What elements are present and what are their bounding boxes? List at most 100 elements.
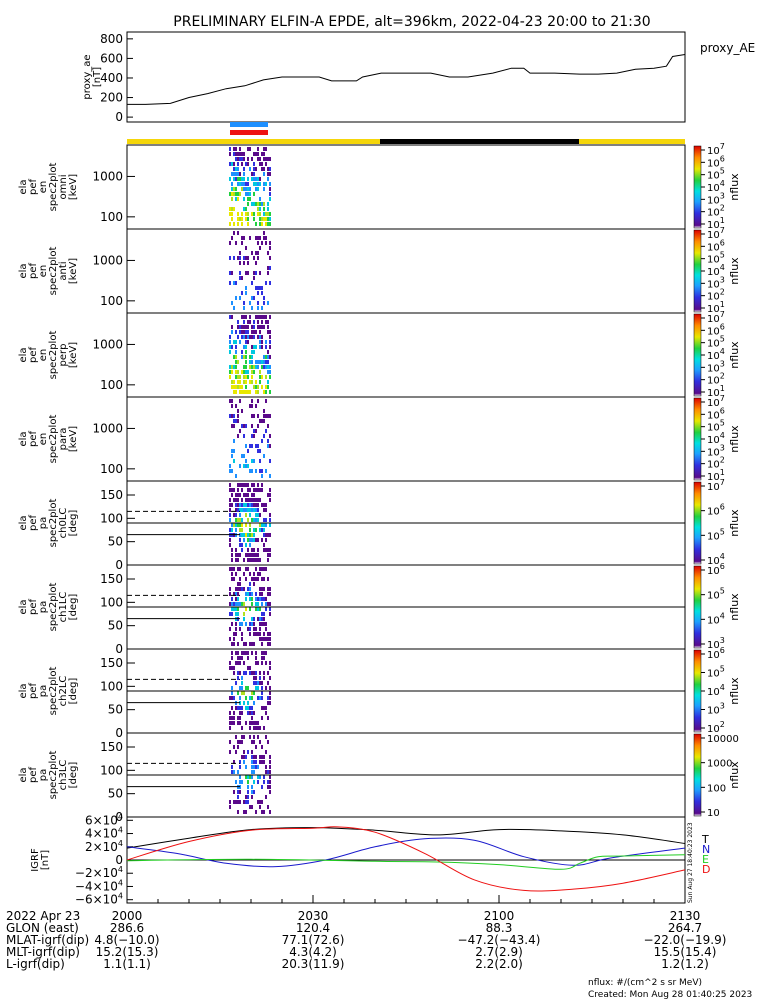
spectrogram-cell <box>259 157 261 161</box>
spectrogram-cell <box>267 222 269 226</box>
spectrogram-cell <box>251 483 253 487</box>
xaxis-row-value: −47.2(−43.4) <box>458 933 541 947</box>
spectrogram-cell <box>239 656 241 660</box>
xaxis-row-value: 2.2(2.0) <box>475 957 523 971</box>
spectrogram-cell <box>265 523 267 527</box>
spectrogram-cell <box>243 810 245 814</box>
spectrogram-cell <box>269 785 271 789</box>
spectrogram-cell <box>251 380 253 384</box>
spectrogram-cell <box>247 390 249 394</box>
colorbar-label: nflux <box>728 761 741 789</box>
colorbar <box>693 649 702 733</box>
spectrogram-cell <box>251 172 253 176</box>
spectrogram-cell <box>241 503 243 507</box>
spectrogram-cell <box>237 800 239 804</box>
spectrogram-cell <box>261 306 263 310</box>
spectrogram-cell <box>269 513 271 517</box>
spectrogram-cell <box>235 587 237 591</box>
xaxis-row-value: 4.8(−10.0) <box>94 933 159 947</box>
spectrogram-cell <box>251 414 253 418</box>
spectrogram-cell <box>235 612 237 616</box>
spectrogram-cell <box>261 681 263 685</box>
colorbar <box>693 229 702 313</box>
spectrogram-cell <box>243 464 245 468</box>
spectrogram-cell <box>241 217 243 221</box>
spectrogram-cell <box>237 795 239 799</box>
spectrogram-cell <box>267 360 269 364</box>
spectrogram-cell <box>253 192 255 196</box>
spectrogram-cell <box>263 508 265 512</box>
ae-legend: proxy_AE <box>700 41 755 55</box>
ae-ytick-label: 600 <box>100 51 123 65</box>
spectrogram-cell <box>269 676 271 680</box>
spectrogram-cell <box>233 281 235 285</box>
spectrogram-cell <box>243 587 245 591</box>
spectrogram-cell <box>251 706 253 710</box>
spectrogram-cell <box>243 306 245 310</box>
spectrogram-cell <box>247 192 249 196</box>
xaxis-row-value: 88.3 <box>486 921 513 935</box>
spectrogram-cell <box>251 538 253 542</box>
spectrogram-cell <box>269 212 271 216</box>
spectrogram-cell <box>253 459 255 463</box>
spectrogram-cell <box>265 686 267 690</box>
spectrogram-cell <box>231 162 233 166</box>
ae-ytick-label: 400 <box>100 71 123 85</box>
spectrogram-cell <box>247 592 249 596</box>
spectrogram-cell <box>231 187 233 191</box>
spectrogram-cell <box>235 528 237 532</box>
spectrogram-cell <box>257 399 259 403</box>
spectrogram-cell <box>267 167 269 171</box>
spectrogram-cell <box>253 577 255 581</box>
spectrogram-cell <box>263 315 265 319</box>
spectrogram-cell <box>267 301 269 305</box>
ylabel-line: [deg] <box>68 762 79 789</box>
spectrogram-cell <box>253 182 255 186</box>
spectrogram-cell <box>257 602 259 606</box>
spectrogram-cell <box>237 375 239 379</box>
spectrogram-cell <box>263 543 265 547</box>
spectrogram-cell <box>245 686 247 690</box>
spectrogram-cell <box>263 671 265 675</box>
spectrogram-cell <box>229 177 231 181</box>
spectrogram-cell <box>235 735 237 739</box>
spectrogram-cell <box>251 177 253 181</box>
spectrogram-cell <box>231 454 233 458</box>
spectrogram-cell <box>269 266 271 270</box>
spectrogram-cell <box>269 696 271 700</box>
spectrogram-cell <box>229 661 231 665</box>
colorbar-tick-label: 102 <box>707 204 725 219</box>
colorbar-tick-label: 106 <box>707 154 725 169</box>
spectrogram-cell <box>231 612 233 616</box>
spectrogram-cell <box>229 207 231 211</box>
spectrogram-cell <box>243 533 245 537</box>
spectrogram-cell <box>237 518 239 522</box>
ylabel-line: ela <box>18 683 29 698</box>
spectrogram-cell <box>239 503 241 507</box>
spectrogram-cell <box>237 602 239 606</box>
colorbar-tick-label: 10000 <box>707 734 739 745</box>
spectrogram-cell <box>239 543 241 547</box>
spectrogram-cell <box>237 651 239 655</box>
spectrogram-cell <box>235 390 237 394</box>
spectrogram-cell <box>241 691 243 695</box>
spectrogram-cell <box>243 424 245 428</box>
spectrogram-cell <box>245 192 247 196</box>
spectrogram-cell <box>269 315 271 319</box>
spectrogram-cell <box>249 404 251 408</box>
spectrogram-cell <box>265 340 267 344</box>
spectrogram-cell <box>261 612 263 616</box>
spectrogram-cell <box>253 538 255 542</box>
spectrogram-cell <box>261 651 263 655</box>
spectrogram-cell <box>239 493 241 497</box>
spectrogram-cell <box>233 671 235 675</box>
spectrogram-cell <box>247 320 249 324</box>
spectrogram-cell <box>265 414 267 418</box>
spectrogram-cell <box>237 523 239 527</box>
ylabel-line: spec2plot <box>48 583 59 632</box>
ylabel-line: perp <box>58 344 69 367</box>
spectrogram-cell <box>245 622 247 626</box>
spectrogram-cell <box>241 488 243 492</box>
spectrogram-cell <box>251 553 253 557</box>
